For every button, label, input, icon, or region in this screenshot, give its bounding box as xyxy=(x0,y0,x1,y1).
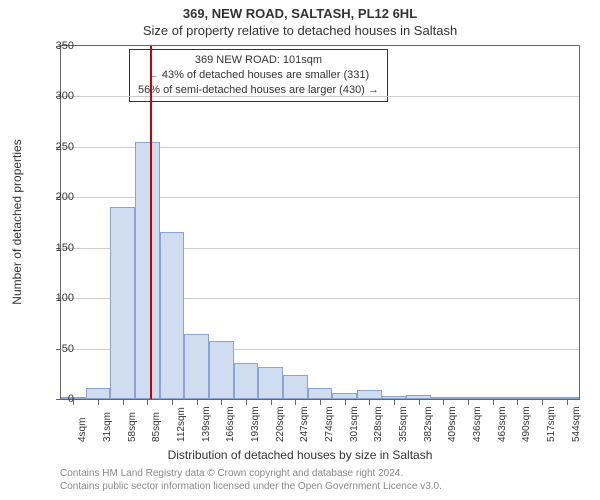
x-tick-label: 274sqm xyxy=(324,406,335,442)
histogram-bar xyxy=(554,397,579,399)
x-tick-mark xyxy=(98,400,99,405)
x-tick-mark xyxy=(123,400,124,405)
footer-line-1: Contains HM Land Registry data © Crown c… xyxy=(60,468,442,481)
x-tick-label: 409sqm xyxy=(447,406,458,442)
y-tick-label: 200 xyxy=(44,191,74,203)
histogram-bar xyxy=(258,367,283,399)
histogram-bar xyxy=(209,341,234,399)
histogram-bar xyxy=(332,393,357,399)
x-tick-label: 436sqm xyxy=(472,406,483,442)
histogram-bar xyxy=(382,396,407,399)
histogram-bar xyxy=(505,397,530,399)
x-tick-label: 544sqm xyxy=(571,406,582,442)
x-tick-label: 112sqm xyxy=(176,407,187,442)
x-tick-mark xyxy=(394,400,395,405)
x-axis-label: Distribution of detached houses by size … xyxy=(0,448,600,462)
x-tick-label: 328sqm xyxy=(373,406,384,442)
x-tick-mark xyxy=(295,400,296,405)
histogram-bar xyxy=(456,397,481,399)
histogram-bar xyxy=(184,334,209,399)
footer-attribution: Contains HM Land Registry data © Crown c… xyxy=(60,468,442,493)
y-tick-label: 100 xyxy=(44,292,74,304)
y-tick-label: 250 xyxy=(44,141,74,153)
histogram-bar xyxy=(283,375,308,399)
annotation-line-2: ← 43% of detached houses are smaller (33… xyxy=(138,68,379,83)
x-tick-mark xyxy=(197,400,198,405)
y-tick-label: 150 xyxy=(44,242,74,254)
marker-line xyxy=(150,46,152,399)
x-tick-label: 517sqm xyxy=(546,406,557,442)
chart-container: 369, NEW ROAD, SALTASH, PL12 6HL Size of… xyxy=(0,0,600,500)
annotation-box: 369 NEW ROAD: 101sqm ← 43% of detached h… xyxy=(129,49,388,102)
x-tick-mark xyxy=(271,400,272,405)
x-tick-label: 139sqm xyxy=(201,406,212,442)
x-tick-label: 355sqm xyxy=(398,406,409,442)
x-tick-label: 58sqm xyxy=(127,412,138,442)
x-tick-mark xyxy=(320,400,321,405)
histogram-bar xyxy=(357,390,382,399)
histogram-bar xyxy=(530,397,555,399)
histogram-bar xyxy=(86,388,111,399)
x-tick-mark xyxy=(468,400,469,405)
x-tick-label: 166sqm xyxy=(225,406,236,442)
x-tick-label: 382sqm xyxy=(423,406,434,442)
annotation-line-3: 56% of semi-detached houses are larger (… xyxy=(138,83,379,98)
title-main: 369, NEW ROAD, SALTASH, PL12 6HL xyxy=(0,0,600,21)
x-tick-mark xyxy=(172,400,173,405)
histogram-bar xyxy=(480,397,505,399)
y-tick-label: 300 xyxy=(44,90,74,102)
x-tick-mark xyxy=(542,400,543,405)
x-tick-label: 193sqm xyxy=(250,406,261,442)
grid-line xyxy=(61,96,579,97)
histogram-bar xyxy=(160,232,185,399)
x-tick-label: 85sqm xyxy=(151,412,162,442)
histogram-bar xyxy=(406,395,431,399)
x-tick-label: 490sqm xyxy=(521,406,532,442)
histogram-bar xyxy=(110,207,135,399)
y-axis-label: Number of detached properties xyxy=(10,57,24,222)
histogram-bar xyxy=(431,397,456,399)
histogram-bar xyxy=(308,388,333,399)
x-tick-mark xyxy=(567,400,568,405)
x-tick-label: 463sqm xyxy=(497,406,508,442)
histogram-bar xyxy=(234,363,259,399)
y-tick-label: 50 xyxy=(44,343,74,355)
x-tick-mark xyxy=(493,400,494,405)
x-tick-mark xyxy=(419,400,420,405)
x-tick-mark xyxy=(369,400,370,405)
x-tick-mark xyxy=(147,400,148,405)
x-tick-mark xyxy=(345,400,346,405)
histogram-bar xyxy=(135,142,160,399)
x-tick-label: 301sqm xyxy=(349,406,360,442)
x-tick-label: 220sqm xyxy=(275,406,286,442)
x-tick-mark xyxy=(443,400,444,405)
y-tick-label: 0 xyxy=(44,393,74,405)
x-tick-mark xyxy=(517,400,518,405)
y-tick-label: 350 xyxy=(44,40,74,52)
annotation-line-1: 369 NEW ROAD: 101sqm xyxy=(138,53,379,68)
x-tick-mark xyxy=(73,400,74,405)
x-tick-mark xyxy=(246,400,247,405)
x-tick-label: 247sqm xyxy=(299,406,310,442)
x-tick-mark xyxy=(221,400,222,405)
x-tick-label: 31sqm xyxy=(102,412,113,442)
footer-line-2: Contains public sector information licen… xyxy=(60,481,442,494)
x-tick-label: 4sqm xyxy=(77,418,88,442)
chart-plot-area: 369 NEW ROAD: 101sqm ← 43% of detached h… xyxy=(60,45,580,400)
title-sub: Size of property relative to detached ho… xyxy=(0,21,600,38)
